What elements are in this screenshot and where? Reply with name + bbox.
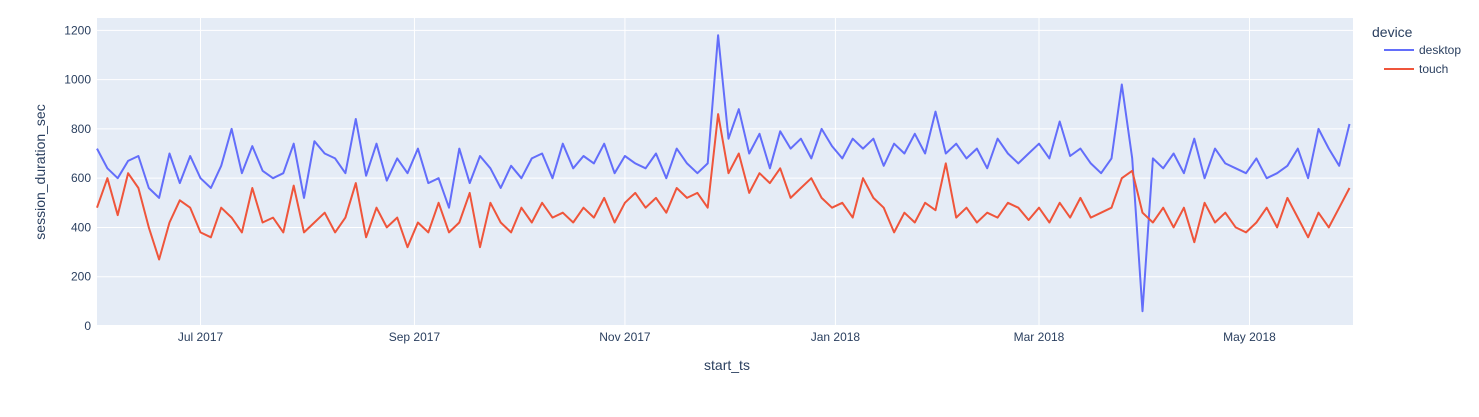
y-tick-label: 400	[71, 220, 91, 234]
y-axis-ticks: 0 200 400 600 800 1000 1200	[64, 23, 91, 333]
x-tick-label: Nov 2017	[599, 330, 651, 344]
legend-item-desktop[interactable]: desktop	[1384, 43, 1461, 57]
y-tick-label: 1000	[64, 73, 91, 87]
x-axis-ticks: Jul 2017 Sep 2017 Nov 2017 Jan 2018 Mar 2018…	[178, 330, 1276, 344]
legend-label-desktop: desktop	[1419, 43, 1461, 57]
x-tick-label: Sep 2017	[389, 330, 441, 344]
x-tick-label: Mar 2018	[1014, 330, 1065, 344]
y-axis-title: session_duration_sec	[32, 104, 48, 239]
y-tick-label: 600	[71, 171, 91, 185]
legend-title: device	[1372, 24, 1413, 40]
y-tick-label: 0	[84, 319, 91, 333]
plot-background	[97, 18, 1353, 326]
y-tick-label: 1200	[64, 23, 91, 37]
legend-item-touch[interactable]: touch	[1384, 62, 1448, 76]
x-axis-title: start_ts	[704, 357, 750, 373]
legend-label-touch: touch	[1419, 62, 1448, 76]
x-tick-label: Jan 2018	[811, 330, 861, 344]
series-lines	[96, 34, 1351, 313]
y-tick-label: 800	[71, 122, 91, 136]
gridlines	[97, 18, 1353, 327]
series-line-desktop	[96, 34, 1351, 313]
series-line-touch	[96, 113, 1351, 261]
x-tick-label: May 2018	[1223, 330, 1276, 344]
y-tick-label: 200	[71, 270, 91, 284]
legend: device desktop touch	[1372, 24, 1461, 76]
x-tick-label: Jul 2017	[178, 330, 224, 344]
